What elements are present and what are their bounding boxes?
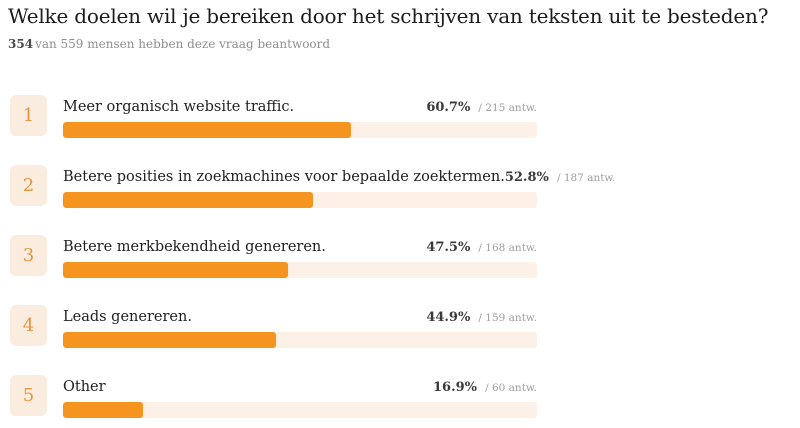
row-content: Meer organisch website traffic. 60.7% / …	[63, 95, 537, 138]
row-stats: 44.9% / 159 antw.	[426, 306, 537, 325]
percent-value: 60.7%	[426, 100, 471, 115]
row-stats: 52.8% / 187 antw.	[505, 166, 616, 185]
row-content: Other 16.9% / 60 antw.	[63, 375, 537, 418]
answered-count: 354	[8, 37, 34, 51]
percent-value: 52.8%	[504, 170, 549, 185]
row-head: Other 16.9% / 60 antw.	[63, 376, 537, 395]
option-label: Other	[63, 379, 106, 395]
rank-badge: 2	[10, 165, 47, 206]
percent-value: 44.9%	[426, 310, 471, 325]
rank-badge: 4	[10, 305, 47, 346]
row-stats: 16.9% / 60 antw.	[433, 376, 537, 395]
rank-badge: 1	[10, 95, 47, 136]
answer-count: / 215 antw.	[478, 102, 537, 114]
answer-count: / 60 antw.	[485, 382, 537, 394]
rank-badge: 3	[10, 235, 47, 276]
option-label: Leads genereren.	[63, 309, 192, 325]
answer-count: / 168 antw.	[478, 242, 537, 254]
row-head: Meer organisch website traffic. 60.7% / …	[63, 96, 537, 115]
survey-row: 5 Other 16.9% / 60 antw.	[10, 375, 790, 428]
survey-row: 2 Betere posities in zoekmachines voor b…	[10, 165, 790, 235]
row-content: Leads genereren. 44.9% / 159 antw.	[63, 305, 537, 348]
percent-value: 47.5%	[426, 240, 471, 255]
row-content: Betere merkbekendheid genereren. 47.5% /…	[63, 235, 537, 278]
answered-suffix: van 559 mensen hebben deze vraag beantwo…	[35, 37, 331, 51]
row-head: Leads genereren. 44.9% / 159 antw.	[63, 306, 537, 325]
bar-track	[63, 192, 537, 208]
option-label: Betere posities in zoekmachines voor bep…	[63, 169, 505, 185]
survey-row: 4 Leads genereren. 44.9% / 159 antw.	[10, 305, 790, 375]
bar-fill	[63, 122, 351, 138]
percent-value: 16.9%	[432, 380, 477, 395]
option-label: Meer organisch website traffic.	[63, 99, 295, 115]
bar-fill	[63, 332, 276, 348]
row-head: Betere posities in zoekmachines voor bep…	[63, 166, 616, 185]
bar-fill	[63, 262, 289, 278]
answer-count: / 187 antw.	[556, 172, 616, 184]
bar-fill	[63, 192, 314, 208]
option-label: Betere merkbekendheid genereren.	[63, 239, 326, 255]
bar-track	[63, 262, 537, 278]
answer-count: / 159 antw.	[478, 312, 537, 324]
bar-track	[63, 332, 537, 348]
row-stats: 47.5% / 168 antw.	[426, 236, 537, 255]
results-list: 1 Meer organisch website traffic. 60.7% …	[10, 95, 790, 428]
row-head: Betere merkbekendheid genereren. 47.5% /…	[63, 236, 537, 255]
response-summary: 354 van 559 mensen hebben deze vraag bean…	[8, 37, 330, 51]
bar-fill	[63, 402, 144, 418]
rank-badge: 5	[10, 375, 47, 416]
bar-track	[63, 402, 537, 418]
bar-track	[63, 122, 537, 138]
survey-row: 3 Betere merkbekendheid genereren. 47.5%…	[10, 235, 790, 305]
page-title: Welke doelen wil je bereiken door het sc…	[8, 4, 769, 28]
row-stats: 60.7% / 215 antw.	[426, 96, 537, 115]
row-content: Betere posities in zoekmachines voor bep…	[63, 165, 616, 208]
survey-row: 1 Meer organisch website traffic. 60.7% …	[10, 95, 790, 165]
